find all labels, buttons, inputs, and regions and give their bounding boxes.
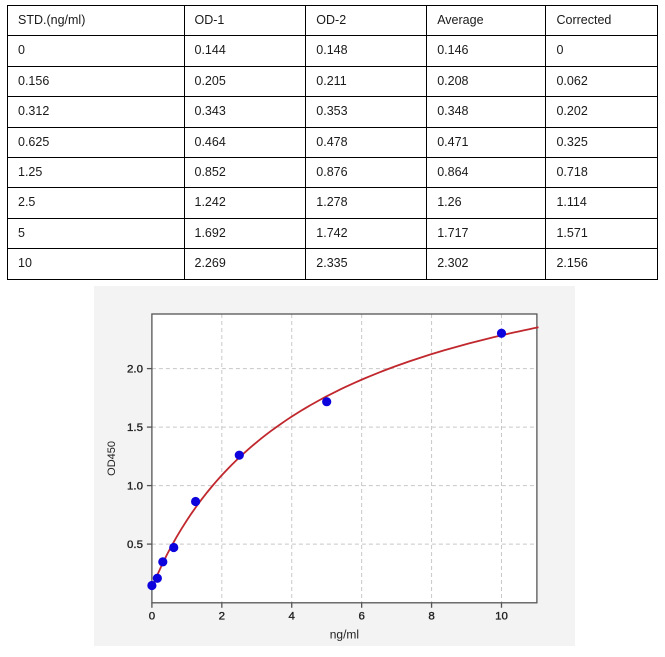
svg-text:0.5: 0.5	[127, 538, 143, 550]
svg-text:10: 10	[495, 610, 508, 622]
svg-text:2.0: 2.0	[127, 363, 143, 375]
svg-text:ng/ml: ng/ml	[330, 627, 359, 641]
svg-text:4: 4	[289, 610, 296, 622]
svg-text:1.0: 1.0	[127, 480, 143, 492]
svg-text:0: 0	[149, 610, 155, 622]
svg-text:2: 2	[219, 610, 225, 622]
svg-text:8: 8	[428, 610, 434, 622]
svg-text:6: 6	[359, 610, 365, 622]
svg-text:OD450: OD450	[106, 440, 118, 475]
svg-text:1.5: 1.5	[127, 421, 143, 433]
